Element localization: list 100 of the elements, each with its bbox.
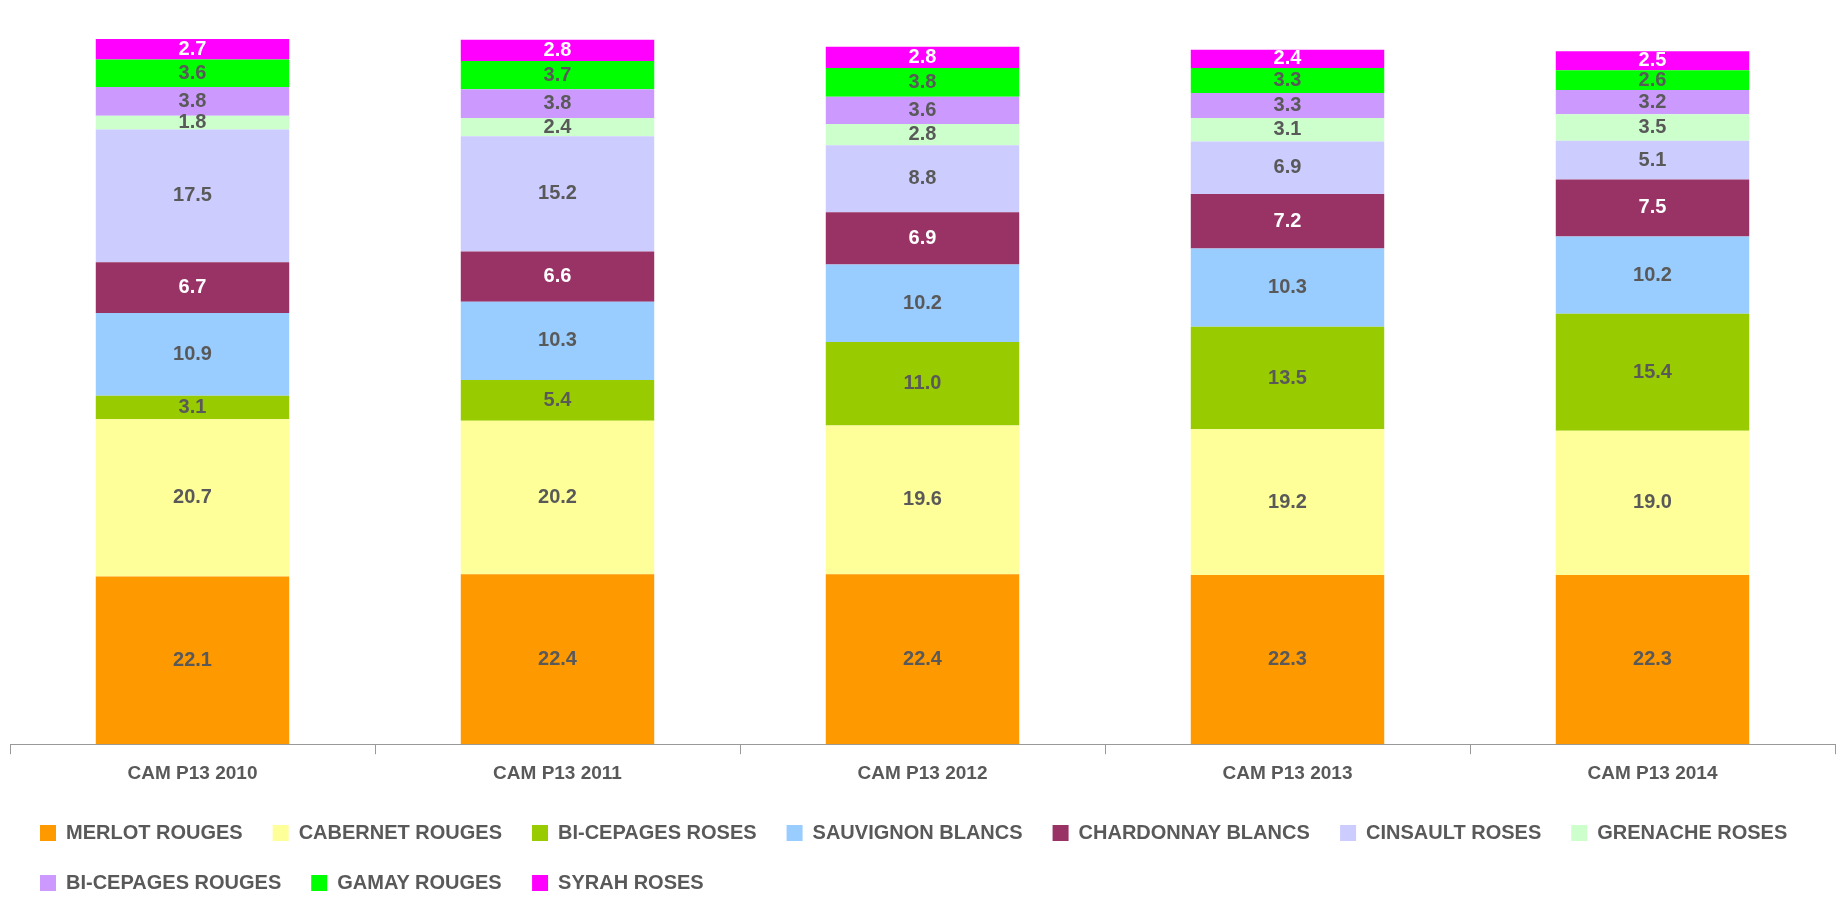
bar xyxy=(825,264,1020,342)
data-label: 20.2 xyxy=(538,485,577,508)
bar xyxy=(1555,114,1750,141)
bar xyxy=(1190,248,1385,327)
legend-label: SAUVIGNON BLANCS xyxy=(812,820,1023,843)
data-label: 10.9 xyxy=(173,341,212,364)
data-label: 3.1 xyxy=(1273,117,1302,140)
data-label: 15.4 xyxy=(1633,359,1673,382)
data-label: 3.3 xyxy=(1273,67,1302,90)
legend-label: GAMAY ROUGES xyxy=(337,870,502,893)
data-label: 2.8 xyxy=(543,38,572,60)
data-label: 3.1 xyxy=(178,395,207,418)
bar xyxy=(1190,67,1385,93)
data-label: 6.9 xyxy=(908,225,937,248)
data-label: 2.8 xyxy=(908,44,937,67)
data-label: 2.4 xyxy=(1273,46,1303,69)
bar xyxy=(460,251,655,302)
bar xyxy=(95,419,290,577)
data-label: 6.6 xyxy=(543,264,572,287)
data-label: 15.2 xyxy=(538,181,577,204)
x-tick-label: CAM P13 2013 xyxy=(1222,761,1353,783)
bar xyxy=(1555,51,1750,71)
bar xyxy=(95,59,290,87)
bar xyxy=(825,46,1020,68)
bar xyxy=(1190,141,1385,194)
bar xyxy=(825,425,1020,575)
bar xyxy=(1190,574,1385,745)
x-tick-label: CAM P13 2014 xyxy=(1587,761,1718,783)
data-label: 19.0 xyxy=(1633,490,1672,513)
data-label: 10.3 xyxy=(1268,275,1307,298)
data-label: 22.3 xyxy=(1268,647,1307,670)
bar xyxy=(460,301,655,380)
bar xyxy=(1555,313,1750,431)
data-label: 5.4 xyxy=(543,387,573,410)
bar xyxy=(825,145,1020,213)
data-label: 22.3 xyxy=(1633,647,1672,670)
data-label: 22.1 xyxy=(173,647,212,670)
bar xyxy=(1555,179,1750,237)
bar xyxy=(95,86,290,116)
bar xyxy=(460,61,655,90)
bar xyxy=(1190,92,1385,119)
bar xyxy=(1555,70,1750,90)
data-label: 5.1 xyxy=(1638,147,1667,170)
bar xyxy=(460,39,655,62)
bar xyxy=(460,574,655,745)
bar xyxy=(95,395,290,420)
data-label: 8.8 xyxy=(908,166,937,189)
legend-label: CINSAULT ROSES xyxy=(1366,820,1542,843)
data-label: 3.2 xyxy=(1638,89,1667,112)
bar xyxy=(1555,430,1750,575)
data-label: 6.7 xyxy=(178,275,207,298)
legend-label: BI-CEPAGES ROUGES xyxy=(66,870,282,893)
data-label: 17.5 xyxy=(173,183,212,206)
bar xyxy=(1190,49,1385,68)
bar xyxy=(1555,236,1750,314)
data-label: 3.8 xyxy=(908,69,937,92)
bar xyxy=(95,576,290,745)
bar xyxy=(460,420,655,575)
legend-label: CHARDONNAY BLANCS xyxy=(1078,820,1310,843)
data-label: 7.2 xyxy=(1273,208,1302,231)
bar xyxy=(1190,326,1385,430)
x-tick-label: CAM P13 2010 xyxy=(127,761,258,783)
data-label: 3.5 xyxy=(1638,115,1667,138)
data-label: 3.6 xyxy=(908,97,937,120)
bar xyxy=(460,118,655,137)
bar xyxy=(460,379,655,421)
data-label: 2.8 xyxy=(908,122,937,145)
data-label: 3.8 xyxy=(178,88,207,111)
data-label: 3.3 xyxy=(1273,93,1302,116)
data-label: 3.6 xyxy=(178,60,207,83)
data-label: 10.3 xyxy=(538,328,577,351)
data-label: 3.8 xyxy=(543,91,572,114)
x-tick-label: CAM P13 2011 xyxy=(493,761,623,783)
data-label: 6.9 xyxy=(1273,155,1302,178)
bar xyxy=(95,39,290,60)
bar xyxy=(1190,193,1385,249)
legend-label: CABERNET ROUGES xyxy=(298,820,503,843)
data-label: 11.0 xyxy=(903,371,942,394)
legend-label: MERLOT ROUGES xyxy=(66,820,243,843)
bar xyxy=(95,313,290,396)
data-label: 20.7 xyxy=(173,485,212,508)
bar xyxy=(95,262,290,314)
bar xyxy=(1555,89,1750,115)
x-tick-label: CAM P13 2012 xyxy=(857,761,988,783)
bar xyxy=(825,341,1020,426)
legend-label: SYRAH ROSES xyxy=(558,870,704,893)
bar xyxy=(1555,574,1750,745)
bar xyxy=(825,96,1020,125)
data-label: 2.4 xyxy=(543,114,573,137)
bar xyxy=(825,124,1020,146)
data-label: 19.2 xyxy=(1268,489,1307,512)
bar xyxy=(1190,118,1385,142)
bar xyxy=(95,129,290,263)
bar xyxy=(825,574,1020,745)
data-label: 10.2 xyxy=(903,290,942,313)
data-label: 22.4 xyxy=(903,646,943,669)
legend-label: GRENACHE ROSES xyxy=(1597,820,1788,843)
data-label: 3.7 xyxy=(543,62,572,85)
bar xyxy=(460,89,655,119)
data-label: 10.2 xyxy=(1633,262,1672,285)
